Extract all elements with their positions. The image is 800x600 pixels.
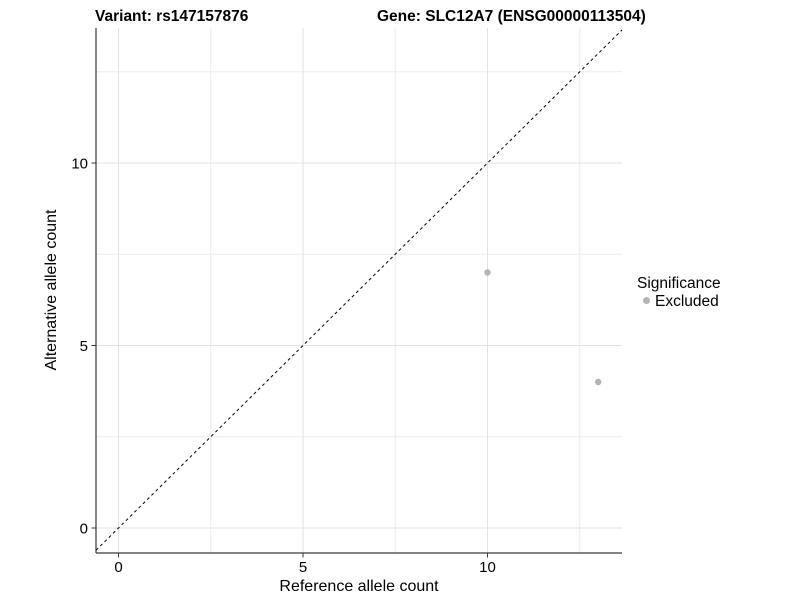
legend-marker (643, 297, 650, 304)
y-tick-label: 0 (80, 521, 88, 538)
identity-line-layer (95, 29, 623, 551)
plot-title-variant: Variant: rs147157876 (95, 8, 249, 25)
y-axis-title: Alternative allele count (43, 209, 60, 371)
legend-item-label: Excluded (655, 293, 719, 310)
y-tick-label: 5 (80, 338, 88, 355)
data-point (595, 378, 602, 386)
y-tick-label: 10 (71, 156, 88, 173)
plot-title-gene: Gene: SLC12A7 (ENSG00000113504) (377, 8, 646, 25)
gridlines-layer (96, 28, 622, 553)
x-tick-label: 0 (114, 559, 122, 576)
data-point (484, 269, 491, 276)
x-tick-label: 10 (479, 559, 496, 576)
identity-line (95, 29, 623, 551)
axes-layer: 0 5 10 0 5 10 (71, 28, 622, 576)
data-points-layer (484, 269, 602, 386)
legend-title: Significance (637, 275, 721, 292)
legend: Significance Excluded (637, 275, 721, 310)
x-tick-label: 5 (299, 559, 307, 576)
x-axis-title: Reference allele count (279, 578, 439, 595)
